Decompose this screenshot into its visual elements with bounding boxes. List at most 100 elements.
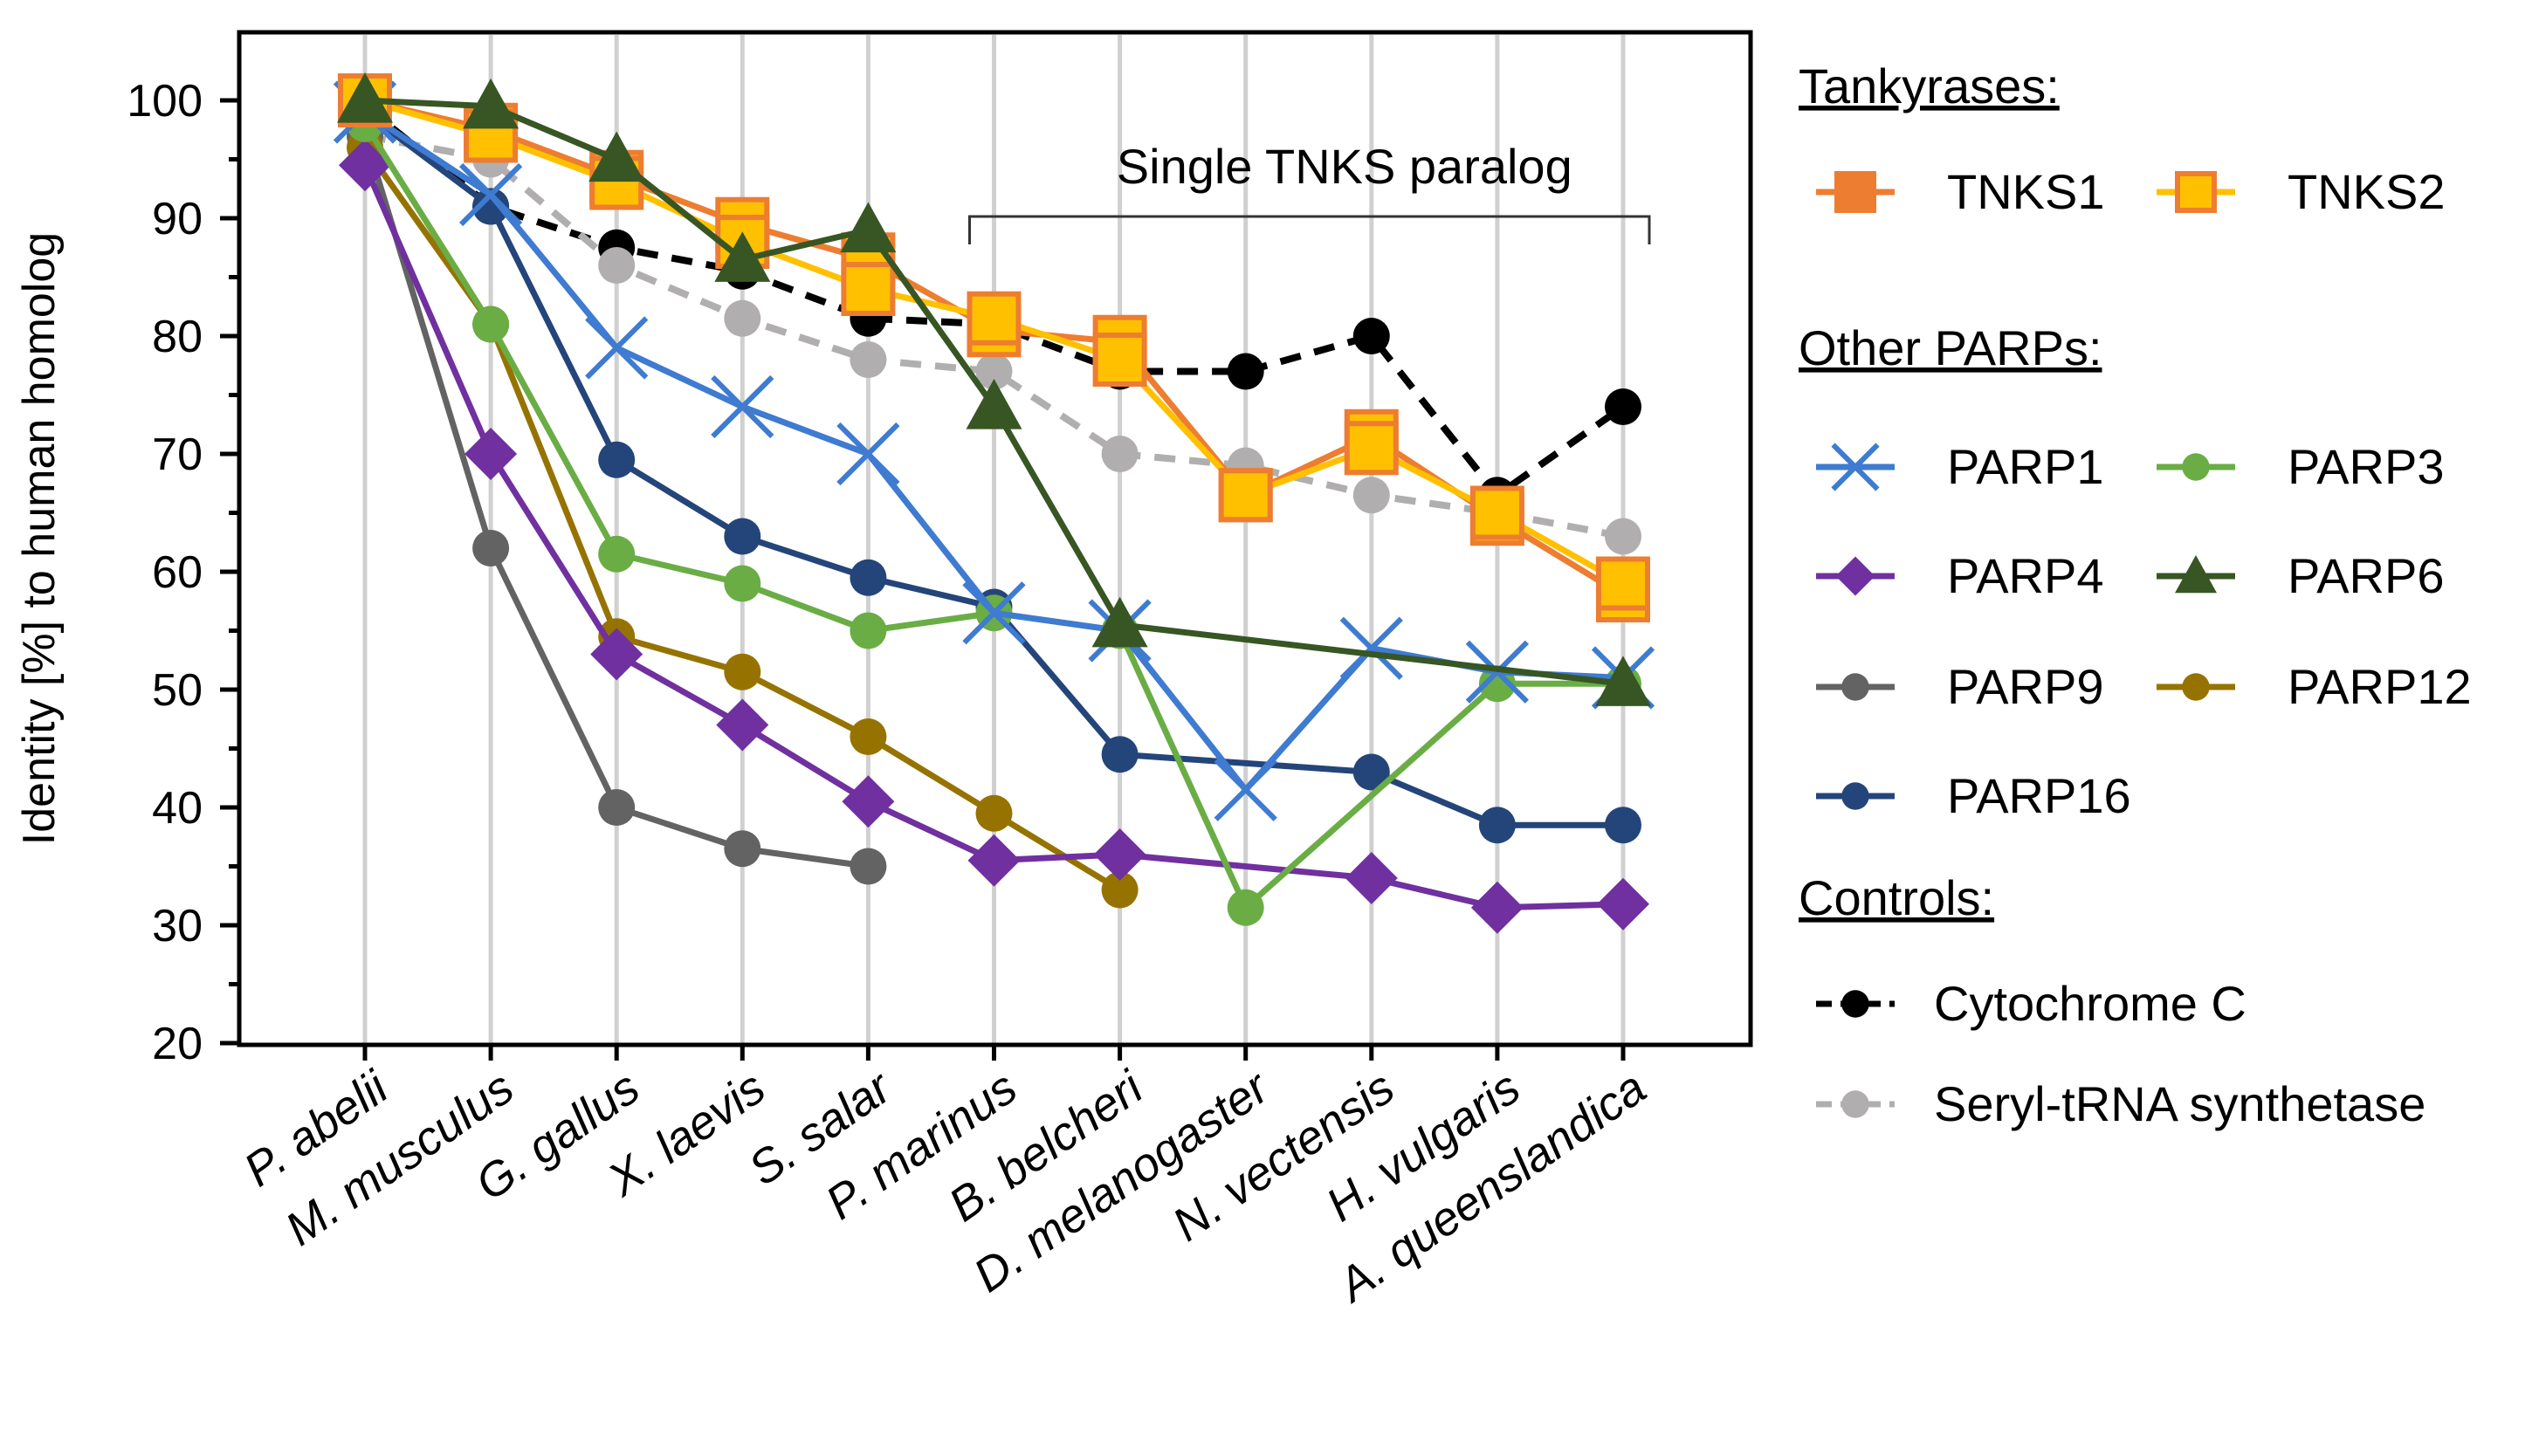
series-layer xyxy=(333,72,1655,934)
legend-group-title: Tankyrases: xyxy=(1799,58,2060,113)
series-line xyxy=(364,132,1624,540)
diamond-marker xyxy=(716,698,769,752)
circle-marker xyxy=(1101,436,1139,472)
annotation-bracket: Single TNKS paralog xyxy=(968,139,1651,244)
circle-marker xyxy=(1605,518,1641,555)
legend-group-title: Controls: xyxy=(1799,870,1994,925)
y-axis-label: Identity [%] to human homolog xyxy=(14,232,65,845)
legend-item: PARP1 xyxy=(1816,439,2103,494)
series-parp6 xyxy=(337,72,1651,706)
annotation-text: Single TNKS paralog xyxy=(1117,139,1572,194)
circle-marker xyxy=(1101,736,1139,773)
triangle-marker xyxy=(714,231,771,282)
legend-item: PARP9 xyxy=(1816,659,2103,714)
series-line xyxy=(361,163,1624,911)
legend-label: PARP12 xyxy=(2288,659,2472,714)
circle-marker xyxy=(724,830,761,868)
square-marker xyxy=(1344,421,1399,476)
circle-marker xyxy=(724,299,761,337)
circle-marker xyxy=(1352,477,1390,514)
circle-marker xyxy=(598,535,636,573)
circle-marker xyxy=(724,653,761,690)
square-marker xyxy=(1469,485,1524,540)
x-marker xyxy=(962,581,1026,645)
circle-marker xyxy=(2182,453,2210,481)
diamond-marker xyxy=(339,139,391,192)
legend-item: PARP4 xyxy=(1816,548,2103,603)
legend-item: PARP16 xyxy=(1816,768,2131,823)
legend-label: TNKS2 xyxy=(2288,164,2446,219)
legend-label: PARP16 xyxy=(1947,768,2131,823)
series-parp4 xyxy=(339,139,1649,934)
legend-group-title: Other PARPs: xyxy=(1799,320,2102,375)
y-tick-label: 30 xyxy=(152,901,203,951)
diamond-marker xyxy=(1597,877,1649,931)
y-tick-label: 80 xyxy=(152,312,203,362)
diamond-marker xyxy=(464,428,518,480)
circle-marker xyxy=(598,247,636,284)
diamond-marker xyxy=(590,628,643,681)
square-marker xyxy=(1092,333,1147,387)
y-tick-label: 70 xyxy=(152,429,203,480)
circle-marker xyxy=(975,794,1013,832)
y-tick-label: 40 xyxy=(152,783,203,834)
circle-marker xyxy=(850,848,887,885)
square-marker xyxy=(1596,556,1650,611)
circle-marker xyxy=(1478,807,1516,844)
y-tick-label: 60 xyxy=(152,547,203,598)
circle-marker xyxy=(1227,889,1264,926)
circle-marker xyxy=(1101,871,1139,909)
circle-marker xyxy=(472,530,510,567)
circle-marker xyxy=(1352,753,1390,791)
legend-item: PARP3 xyxy=(2157,439,2444,494)
x-marker xyxy=(585,316,649,380)
circle-marker xyxy=(724,565,761,602)
triangle-marker xyxy=(588,131,645,182)
triangle-marker xyxy=(966,379,1022,429)
circle-marker xyxy=(850,341,887,378)
diamond-marker xyxy=(1093,828,1146,881)
legend-label: TNKS1 xyxy=(1947,164,2105,219)
triangle-marker xyxy=(840,202,897,253)
series-line xyxy=(362,109,1623,828)
series-line xyxy=(364,97,1624,687)
circle-marker xyxy=(1841,990,1869,1018)
triangle-marker xyxy=(463,78,519,129)
legend-label: Seryl-tRNA synthetase xyxy=(1934,1076,2425,1131)
legend-label: Cytochrome C xyxy=(1934,976,2246,1031)
legend-item: TNKS2 xyxy=(2157,164,2446,219)
x-marker xyxy=(1214,758,1277,821)
circle-marker xyxy=(2182,673,2210,701)
legend-item: Cytochrome C xyxy=(1816,976,2246,1031)
y-tick-label: 50 xyxy=(152,665,203,716)
legend-label: PARP1 xyxy=(1947,439,2103,494)
circle-marker xyxy=(1841,673,1869,701)
x-marker xyxy=(1831,443,1880,491)
diamond-marker xyxy=(842,775,895,828)
x-marker xyxy=(458,162,523,227)
x-marker xyxy=(1339,616,1403,680)
legend-label: PARP4 xyxy=(1947,548,2103,603)
square-marker xyxy=(1834,171,1876,213)
y-tick-label: 20 xyxy=(152,1019,203,1069)
circle-marker xyxy=(850,612,887,649)
diamond-marker xyxy=(967,834,1021,887)
legend-label: PARP9 xyxy=(1947,659,2103,714)
circle-marker xyxy=(1841,1090,1869,1118)
legend-label: PARP6 xyxy=(2288,548,2444,603)
circle-marker xyxy=(850,718,887,755)
legend-item: Seryl-tRNA synthetase xyxy=(1816,1076,2425,1131)
circle-marker xyxy=(1841,782,1869,810)
square-marker xyxy=(1218,468,1273,523)
triangle-marker xyxy=(2175,555,2217,594)
square-marker xyxy=(841,262,896,316)
legend-item: PARP12 xyxy=(2157,659,2472,714)
diamond-marker xyxy=(1835,556,1875,596)
circle-marker xyxy=(975,353,1013,390)
circle-marker xyxy=(598,441,636,478)
square-marker xyxy=(967,291,1022,346)
circle-marker xyxy=(472,188,510,225)
circle-marker xyxy=(1605,807,1641,844)
square-marker xyxy=(2175,171,2217,213)
